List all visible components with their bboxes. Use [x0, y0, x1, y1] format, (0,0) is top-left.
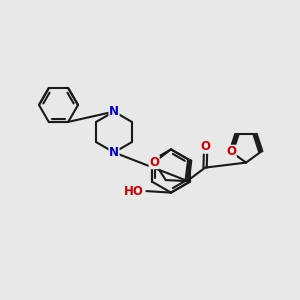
- Text: HO: HO: [124, 184, 143, 198]
- Text: O: O: [149, 156, 159, 169]
- Text: O: O: [201, 140, 211, 153]
- Text: N: N: [109, 146, 119, 159]
- Text: N: N: [109, 105, 119, 118]
- Text: O: O: [226, 145, 236, 158]
